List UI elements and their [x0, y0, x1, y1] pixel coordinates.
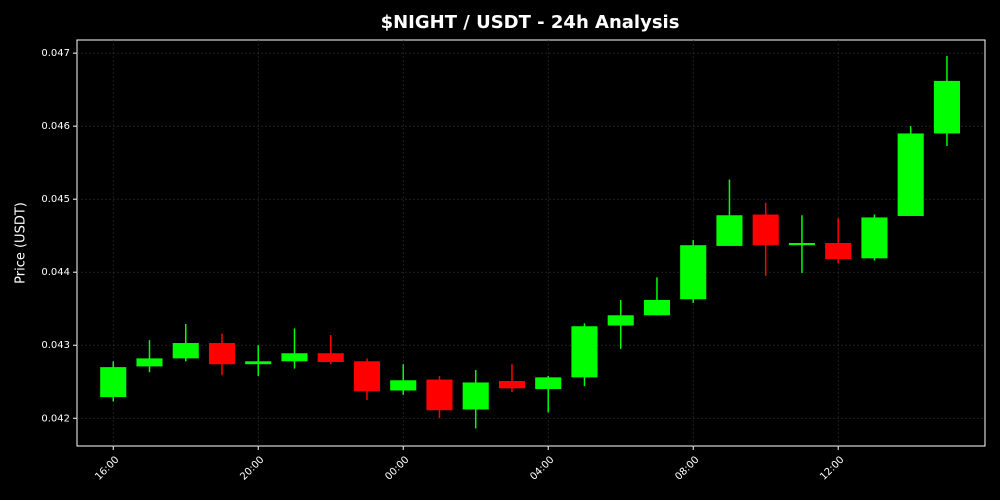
x-tick-label: 20:00	[238, 454, 266, 482]
candle-body	[897, 133, 924, 216]
candle-body	[861, 217, 888, 259]
y-axis-label: Price (USDT)	[14, 202, 29, 284]
candle-body	[353, 361, 381, 392]
candle-body	[100, 367, 127, 398]
x-tick-label: 04:00	[528, 454, 556, 482]
candle-body	[498, 381, 526, 389]
candle-body	[571, 326, 598, 378]
candle-body	[208, 343, 236, 365]
x-tick-label: 12:00	[818, 454, 846, 482]
candle-body	[788, 243, 815, 246]
candle-body	[281, 353, 308, 362]
candle-body	[933, 80, 960, 134]
candle-body	[607, 315, 634, 326]
candle-body	[643, 299, 671, 316]
candle-body	[535, 377, 562, 390]
x-tick-label: 08:00	[673, 454, 701, 482]
y-tick-label: 0.044	[41, 267, 70, 278]
candle-body	[462, 382, 489, 410]
candle-body	[825, 243, 852, 260]
candle-body	[390, 380, 417, 391]
y-tick-label: 0.046	[41, 121, 70, 132]
candle-body	[317, 353, 344, 363]
candle-body	[136, 358, 163, 367]
y-tick-label: 0.047	[41, 48, 70, 59]
candle-body	[680, 245, 707, 300]
y-tick-label: 0.043	[41, 340, 70, 351]
candle-body	[245, 361, 272, 365]
candle-body	[426, 379, 453, 411]
y-tick-label: 0.042	[41, 413, 70, 424]
candle-body	[752, 214, 779, 246]
candle-body	[172, 343, 199, 359]
candle-body	[716, 215, 743, 246]
chart-title: $NIGHT / USDT - 24h Analysis	[381, 12, 680, 33]
y-tick-label: 0.045	[41, 194, 70, 205]
x-tick-label: 16:00	[93, 454, 121, 482]
x-tick-label: 00:00	[383, 454, 411, 482]
